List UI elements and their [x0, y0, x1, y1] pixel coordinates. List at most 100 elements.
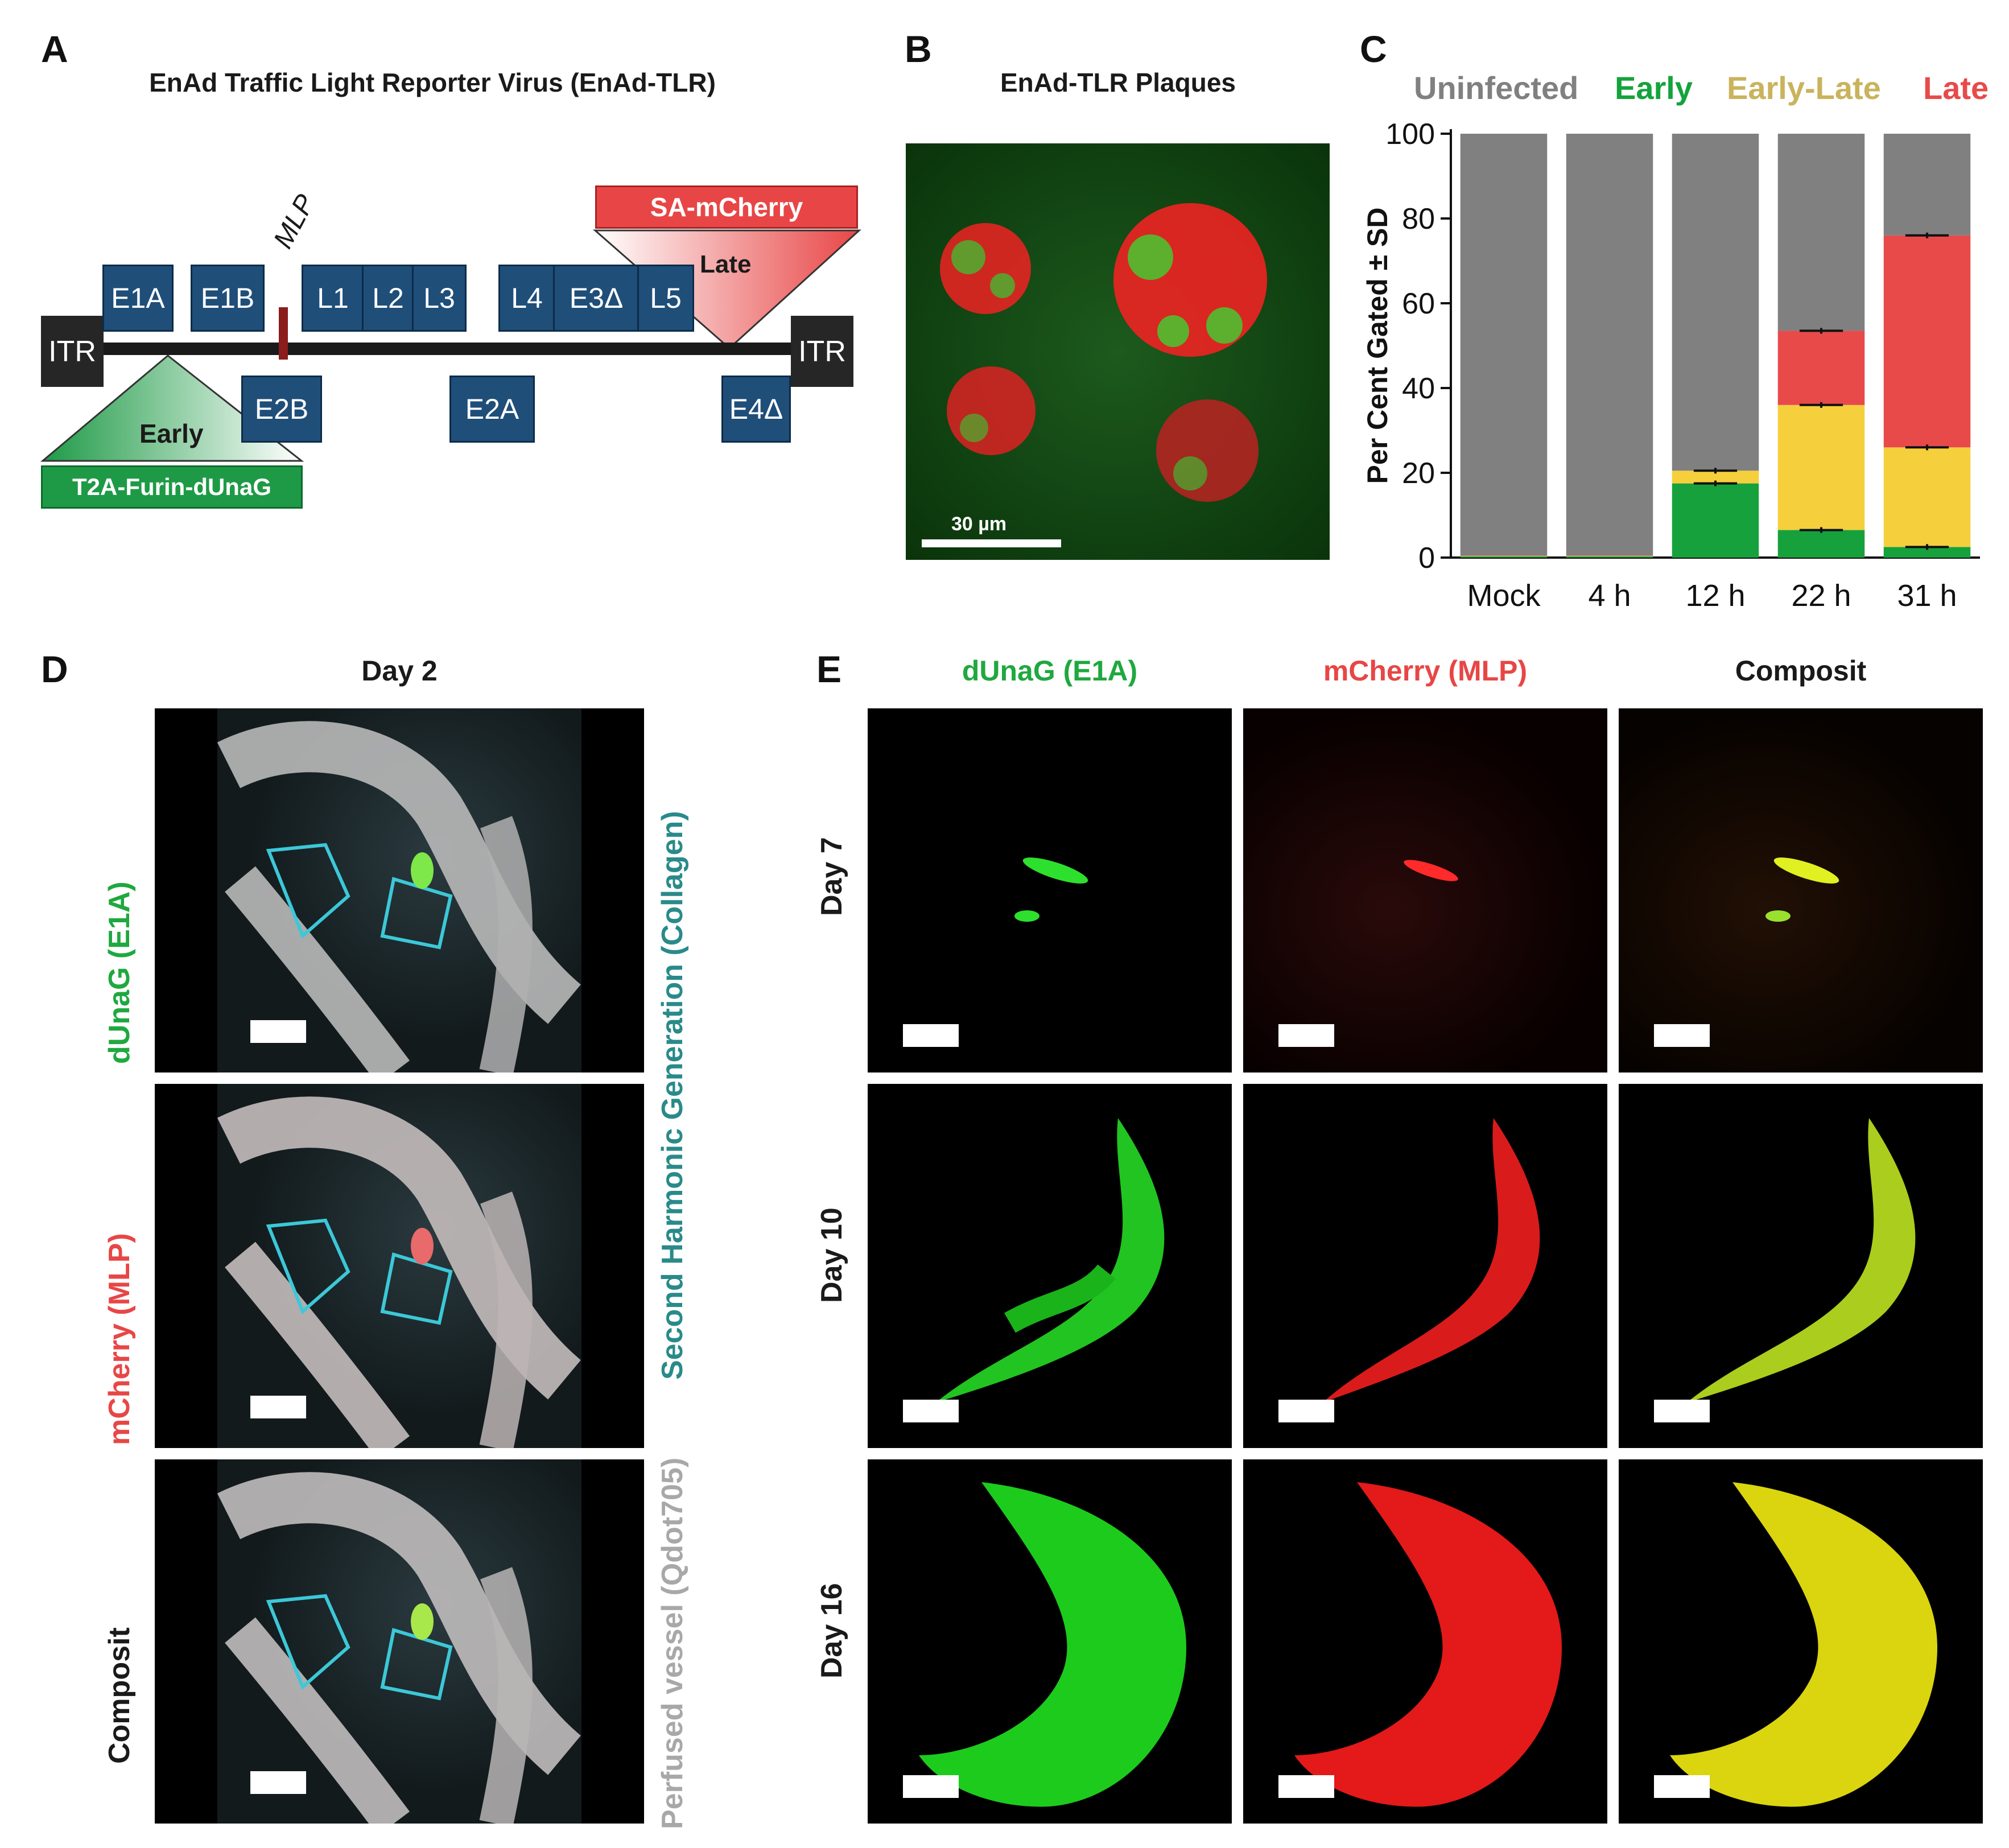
bar-22h-uninfected: [1777, 134, 1865, 331]
day7-composit-image: [1619, 708, 1983, 1072]
day16-composit-signal: [1670, 1482, 1937, 1807]
mlp-marker: [279, 307, 288, 360]
day2-mcherry-image: [155, 1084, 644, 1448]
day7-dunag-signal: [1014, 857, 1088, 922]
gene-l5: L5: [637, 265, 694, 332]
day16-composit-scale-bar: [1654, 1775, 1710, 1798]
gene-l4: L4: [498, 265, 555, 332]
day10-dunag-scale-bar: [903, 1400, 959, 1422]
day10-composit-image: [1619, 1084, 1983, 1448]
gene-e2a: E2A: [449, 376, 535, 443]
early-triangle: [40, 354, 304, 462]
day10-dunag-image: [868, 1084, 1232, 1448]
x-tick-label-31h: 31 h: [1897, 579, 1957, 613]
gene-l3: L3: [412, 265, 467, 332]
bar-Mock-late: [1460, 555, 1548, 556]
panel-letter-a: A: [41, 28, 68, 70]
row-label-day10: Day 10: [815, 1207, 848, 1303]
row-label-dunag: dUnaG (E1A): [103, 881, 136, 1064]
y-tick-label-100: 100: [1385, 118, 1435, 151]
plaque-scale-bar: [922, 539, 1061, 547]
plaque-top-left: [940, 223, 1031, 314]
plaque-bottom-right: [1156, 399, 1259, 502]
plaque-scale-label: 30 µm: [951, 513, 1007, 535]
day10-mcherry-signal: [1323, 1118, 1540, 1402]
bar-31h-late: [1883, 235, 1971, 448]
plaque-clusters: [940, 203, 1267, 502]
day16-composit-image: [1619, 1459, 1983, 1824]
genome-backbone: [85, 343, 797, 355]
bar-Mock-early: [1460, 556, 1548, 558]
bar-12h-uninfected: [1672, 134, 1759, 471]
row-label-day16: Day 16: [815, 1583, 848, 1678]
itr-right: ITR: [791, 316, 853, 387]
x-tick-label-22h: 22 h: [1791, 579, 1851, 613]
day16-dunag-signal: [919, 1482, 1186, 1807]
day7-dunag-scale-bar: [903, 1024, 959, 1047]
bar-4h-early: [1566, 556, 1653, 558]
stacked-bar-chart: 0 20 40 60 80 100 Per Cent Gated ± SD Mock 4 h 12…: [1362, 118, 1980, 613]
day2-mcherry-vessels: [217, 1096, 581, 1448]
panel-letter-c: C: [1360, 28, 1387, 70]
genome-map-graphics: [40, 229, 861, 462]
day7-mcherry-image: [1243, 708, 1607, 1072]
day7-dunag-image: [868, 708, 1232, 1072]
legend-early-late: Early-Late: [1727, 70, 1881, 106]
gene-e2b: E2B: [241, 376, 322, 443]
panel-b-title: EnAd-TLR Plaques: [1000, 68, 1236, 97]
day2-dunag-vessels: [217, 721, 581, 1072]
legend-early: Early: [1615, 70, 1693, 106]
t2a-box: T2A-Furin-dUnaG: [41, 465, 303, 509]
plaque-top-right: [1113, 203, 1267, 357]
day2-mcherry-scale-bar: [250, 1396, 306, 1418]
day7-mcherry-signal: [1404, 860, 1458, 881]
bar-12h-early-late: [1672, 471, 1759, 484]
day16-dunag-scale-bar: [903, 1775, 959, 1798]
plaque-bottom-left: [947, 366, 1036, 455]
day16-mcherry-scale-bar: [1278, 1775, 1334, 1798]
side-label-vessel: Perfused vessel (Qdot705): [656, 1457, 689, 1829]
y-tick-label-40: 40: [1402, 372, 1435, 405]
gene-e1a: E1A: [102, 265, 174, 332]
column-label-mcherry: mCherry (MLP): [1323, 655, 1528, 687]
day10-dunag-signal: [936, 1118, 1165, 1402]
gene-e1b: E1B: [191, 265, 265, 332]
legend-late: Late: [1923, 70, 1989, 106]
day16-mcherry-signal: [1294, 1482, 1562, 1807]
panel-letter-e: E: [816, 648, 842, 690]
y-axis-label: Per Cent Gated ± SD: [1362, 208, 1393, 484]
bar-4h-uninfected: [1566, 134, 1653, 556]
panel-a-title: EnAd Traffic Light Reporter Virus (EnAd-…: [149, 68, 716, 97]
day2-composit-image: [155, 1459, 644, 1824]
bar-22h-early-late: [1777, 405, 1865, 530]
bar-22h-early: [1777, 530, 1865, 558]
y-tick-label-60: 60: [1402, 287, 1435, 320]
panel-letter-b: B: [905, 28, 932, 70]
y-tick-label-0: 0: [1418, 542, 1435, 575]
bar-31h-early: [1883, 547, 1971, 558]
sa-mcherry-box: SA-mCherry: [595, 185, 858, 229]
bar-31h-early-late: [1883, 447, 1971, 547]
day16-dunag-image: [868, 1459, 1232, 1824]
column-label-dunag: dUnaG (E1A): [962, 655, 1138, 687]
gene-e3: E3Δ: [553, 265, 640, 332]
bar-Mock-uninfected: [1460, 134, 1548, 556]
day16-mcherry-image: [1243, 1459, 1607, 1824]
day10-mcherry-image: [1243, 1084, 1607, 1448]
day10-composit-signal: [1687, 1118, 1916, 1402]
day2-dunag-scale-bar: [250, 1020, 306, 1043]
row-label-mcherry: mCherry (MLP): [103, 1233, 136, 1445]
bar-12h-early: [1672, 483, 1759, 558]
y-tick-label-80: 80: [1402, 203, 1435, 236]
panel-letter-d: D: [41, 648, 68, 690]
day10-mcherry-scale-bar: [1278, 1400, 1334, 1422]
day2-composit-vessels: [217, 1472, 581, 1824]
row-label-day7: Day 7: [815, 837, 848, 916]
y-tick-label-20: 20: [1402, 457, 1435, 490]
x-tick-label-Mock: Mock: [1467, 579, 1541, 613]
day10-composit-scale-bar: [1654, 1400, 1710, 1422]
bar-22h-late: [1777, 331, 1865, 405]
early-label: Early: [139, 419, 204, 448]
row-label-composit: Composit: [103, 1627, 136, 1764]
legend-uninfected: Uninfected: [1414, 70, 1579, 106]
